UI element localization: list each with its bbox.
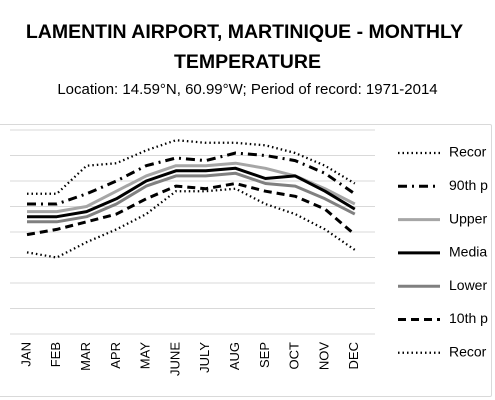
chart-title-line-1: LAMENTIN AIRPORT, MARTINIQUE - MONTHLY xyxy=(25,21,464,43)
series-line-1 xyxy=(27,139,356,195)
legend-label-3: Upper xyxy=(449,210,487,226)
legend-label-7: Recor xyxy=(449,344,487,360)
series-line-6 xyxy=(26,182,356,237)
series-line-4 xyxy=(27,166,356,219)
x-tick-label: JAN xyxy=(18,342,33,367)
series-lines xyxy=(26,139,356,259)
x-tick-label: AUG xyxy=(227,342,242,370)
x-tick-label: OCT xyxy=(287,342,302,370)
chart-title-line-2: TEMPERATURE xyxy=(174,51,321,73)
gridlines xyxy=(10,129,375,335)
series-line-5 xyxy=(27,171,356,224)
x-tick-label: APR xyxy=(108,342,123,369)
legend-label-4: Media xyxy=(449,244,487,260)
x-tick-label: JULY xyxy=(197,342,212,373)
legend-label-2: 90th p xyxy=(449,177,488,193)
chart-area-border xyxy=(0,124,492,397)
x-tick-label: JUNE xyxy=(167,342,182,376)
x-tick-label: NOV xyxy=(316,342,331,371)
x-tick-label: MAY xyxy=(138,342,153,370)
series-line-7 xyxy=(26,187,356,259)
x-tick-label: FEB xyxy=(48,342,63,367)
legend-label-5: Lower xyxy=(449,277,487,293)
legend-label-1: Recor xyxy=(449,144,487,160)
legend: Recor 90th p Upper Media Lower 10th p Recor xyxy=(398,144,488,360)
x-tick-label: SEP xyxy=(257,342,272,368)
x-axis-tick-labels: JAN FEB MAR APR MAY JUNE JULY AUG SEP OCT NOV DEC xyxy=(18,342,361,376)
x-tick-label: DEC xyxy=(346,342,361,369)
x-tick-label: MAR xyxy=(78,342,93,371)
series-line-2 xyxy=(27,151,356,206)
legend-label-6: 10th p xyxy=(449,310,488,326)
chart-subtitle: Location: 14.59°N, 60.99°W; Period of re… xyxy=(57,81,438,98)
